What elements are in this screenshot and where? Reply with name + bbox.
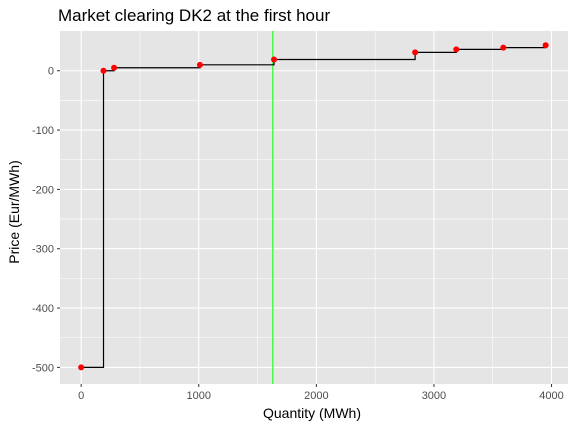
chart-title: Market clearing DK2 at the first hour xyxy=(58,6,330,25)
y-tick-label: -100 xyxy=(32,125,54,137)
y-tick-label: -500 xyxy=(32,362,54,374)
x-axis: 0 1000 2000 3000 4000 xyxy=(78,384,564,402)
plot-panel xyxy=(60,31,568,384)
x-tick-label: 3000 xyxy=(422,390,446,402)
bid-point xyxy=(78,364,84,370)
x-tick-label: 4000 xyxy=(539,390,563,402)
x-tick-label: 2000 xyxy=(304,390,328,402)
y-tick-label: -400 xyxy=(32,303,54,315)
y-axis: 0 -100 -200 -300 -400 -500 xyxy=(32,66,60,375)
x-tick-label: 1000 xyxy=(187,390,211,402)
y-tick-label: 0 xyxy=(48,66,54,78)
bid-point xyxy=(271,56,277,62)
bid-point xyxy=(197,62,203,68)
bid-point xyxy=(453,46,459,52)
bid-point xyxy=(543,42,549,48)
bid-point xyxy=(412,49,418,55)
x-axis-title: Quantity (MWh) xyxy=(263,405,361,421)
bid-point xyxy=(111,65,117,71)
y-tick-label: -300 xyxy=(32,244,54,256)
x-tick-label: 0 xyxy=(78,390,84,402)
y-axis-title: Price (Eur/MWh) xyxy=(6,160,22,263)
bid-point xyxy=(500,45,506,51)
bid-point xyxy=(101,68,107,74)
y-tick-label: -200 xyxy=(32,184,54,196)
